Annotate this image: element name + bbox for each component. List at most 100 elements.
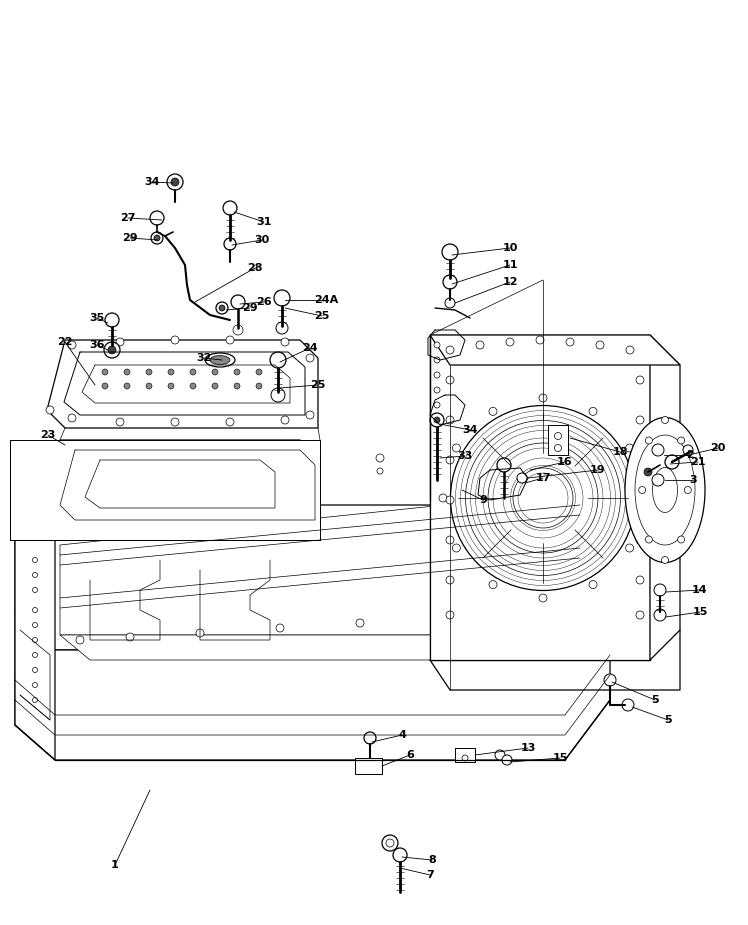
Circle shape — [393, 848, 407, 862]
Circle shape — [665, 455, 679, 469]
Circle shape — [446, 346, 454, 354]
Text: 19: 19 — [590, 465, 606, 475]
Circle shape — [678, 437, 684, 444]
Text: 1: 1 — [111, 860, 119, 870]
Circle shape — [516, 609, 524, 617]
Polygon shape — [430, 335, 650, 660]
Circle shape — [636, 576, 644, 584]
Circle shape — [233, 325, 243, 335]
Polygon shape — [430, 335, 680, 365]
Text: 27: 27 — [120, 213, 135, 223]
Text: 31: 31 — [257, 217, 272, 227]
Circle shape — [639, 494, 647, 502]
Circle shape — [434, 417, 440, 423]
Circle shape — [116, 338, 124, 346]
Circle shape — [274, 290, 290, 306]
Circle shape — [625, 544, 634, 552]
Circle shape — [445, 298, 455, 308]
Text: 21: 21 — [690, 457, 706, 467]
Circle shape — [281, 416, 289, 424]
Circle shape — [108, 346, 116, 354]
Circle shape — [636, 416, 644, 424]
Circle shape — [382, 835, 398, 851]
Text: 32: 32 — [196, 353, 212, 363]
Circle shape — [554, 433, 562, 439]
Circle shape — [32, 587, 37, 593]
Circle shape — [171, 336, 179, 344]
Circle shape — [683, 445, 693, 455]
Text: 24: 24 — [302, 343, 318, 353]
Polygon shape — [650, 335, 680, 660]
Circle shape — [167, 174, 183, 190]
Text: 34: 34 — [144, 177, 160, 187]
Circle shape — [270, 352, 286, 368]
Circle shape — [356, 619, 364, 627]
Circle shape — [281, 338, 289, 346]
Text: 13: 13 — [521, 743, 536, 753]
Circle shape — [462, 755, 468, 761]
Circle shape — [517, 473, 527, 483]
Circle shape — [495, 750, 505, 760]
Ellipse shape — [513, 468, 573, 528]
Circle shape — [439, 494, 447, 502]
Text: 20: 20 — [711, 443, 726, 453]
Text: 12: 12 — [502, 277, 518, 287]
Text: 30: 30 — [254, 235, 269, 245]
Circle shape — [497, 458, 511, 472]
Circle shape — [625, 444, 634, 452]
Circle shape — [489, 581, 497, 588]
Circle shape — [502, 755, 512, 765]
Circle shape — [554, 445, 562, 451]
Ellipse shape — [652, 467, 678, 512]
Circle shape — [126, 633, 134, 641]
Circle shape — [636, 611, 644, 619]
Text: 4: 4 — [398, 730, 406, 740]
Text: 29: 29 — [242, 303, 258, 313]
Circle shape — [678, 536, 684, 543]
Circle shape — [453, 544, 461, 552]
Circle shape — [168, 369, 174, 375]
Circle shape — [297, 478, 303, 484]
Circle shape — [32, 573, 37, 577]
Circle shape — [124, 383, 130, 389]
Circle shape — [276, 322, 288, 334]
Polygon shape — [455, 748, 475, 762]
Polygon shape — [355, 758, 382, 774]
Circle shape — [190, 383, 196, 389]
Text: 9: 9 — [479, 495, 487, 505]
Circle shape — [150, 211, 164, 225]
Circle shape — [434, 342, 440, 348]
Circle shape — [386, 839, 394, 847]
Circle shape — [644, 468, 652, 476]
Circle shape — [216, 474, 224, 482]
Circle shape — [46, 406, 54, 414]
Circle shape — [171, 418, 179, 426]
Circle shape — [32, 683, 37, 687]
Circle shape — [87, 512, 93, 518]
Circle shape — [102, 369, 108, 375]
Text: 24A: 24A — [314, 295, 338, 305]
Circle shape — [506, 338, 514, 346]
Ellipse shape — [465, 421, 621, 575]
Text: 15: 15 — [693, 607, 708, 617]
Text: 11: 11 — [502, 260, 518, 270]
Text: 8: 8 — [428, 855, 436, 865]
Circle shape — [596, 341, 604, 349]
Circle shape — [636, 456, 644, 464]
Circle shape — [306, 411, 314, 419]
Circle shape — [566, 338, 574, 346]
Circle shape — [622, 699, 634, 711]
Circle shape — [636, 536, 644, 544]
Ellipse shape — [210, 355, 230, 364]
Circle shape — [146, 383, 152, 389]
Text: 26: 26 — [256, 297, 272, 307]
Circle shape — [476, 341, 484, 349]
Circle shape — [661, 416, 669, 424]
Text: 5: 5 — [652, 695, 659, 705]
Text: 34: 34 — [462, 425, 478, 435]
Circle shape — [146, 369, 152, 375]
Circle shape — [376, 454, 384, 462]
Circle shape — [456, 444, 464, 452]
Circle shape — [104, 342, 120, 358]
Polygon shape — [10, 440, 320, 540]
